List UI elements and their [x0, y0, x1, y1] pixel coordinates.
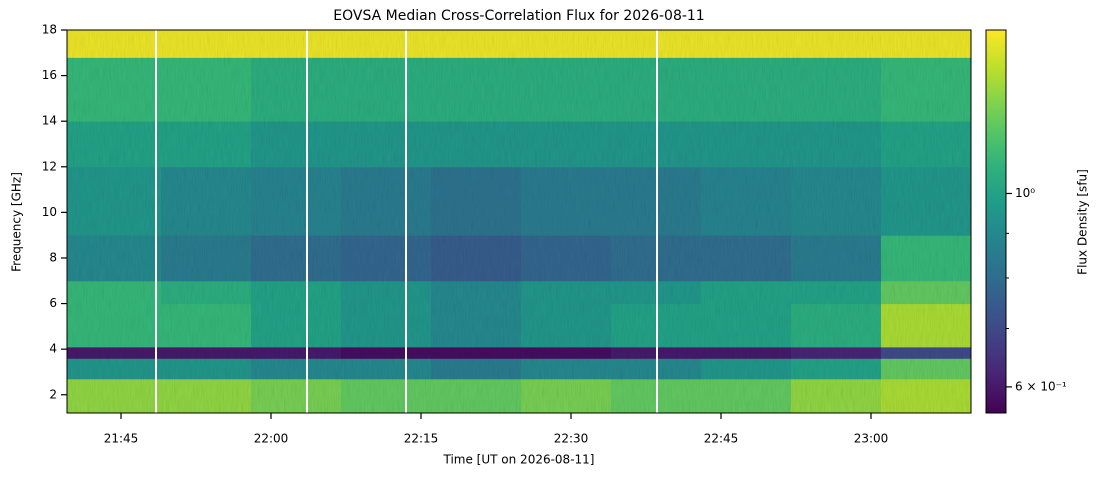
x-axis-label: Time [UT on 2026-08-11] [443, 453, 595, 467]
x-tick-label: 21:45 [104, 432, 139, 446]
axes: 2 4 6 8 10 12 14 16 18 21:45 22:00 22:15 22:30 22:45 2… [42, 23, 1067, 446]
y-tick-label: 10 [42, 205, 57, 219]
y-tick-label: 18 [42, 23, 57, 37]
plot-frame [66, 29, 972, 414]
y-tick-label: 14 [42, 114, 57, 128]
colorbar-tick-label: 6 × 10⁻¹ [1015, 379, 1067, 393]
x-tick-label: 22:30 [554, 432, 589, 446]
y-axis-label: Frequency [GHz] [10, 172, 24, 272]
colorbar-tick-label: 10⁰ [1015, 186, 1035, 200]
colorbar [985, 29, 1007, 414]
y-tick-label: 2 [49, 387, 57, 401]
y-tick-label: 12 [42, 159, 57, 173]
x-tick-label: 22:00 [254, 432, 289, 446]
x-tick-label: 23:00 [854, 432, 889, 446]
y-tick-label: 8 [49, 250, 57, 264]
x-tick-label: 22:45 [704, 432, 739, 446]
gaps [155, 30, 658, 413]
chart-title: EOVSA Median Cross-Correlation Flux for … [333, 8, 704, 24]
y-tick-label: 4 [49, 342, 57, 356]
y-tick-label: 16 [42, 68, 57, 82]
texture [67, 30, 971, 413]
x-tick-label: 22:15 [404, 432, 439, 446]
colorbar-label: Flux Density [sfu] [1076, 169, 1090, 275]
y-tick-label: 6 [49, 296, 57, 310]
